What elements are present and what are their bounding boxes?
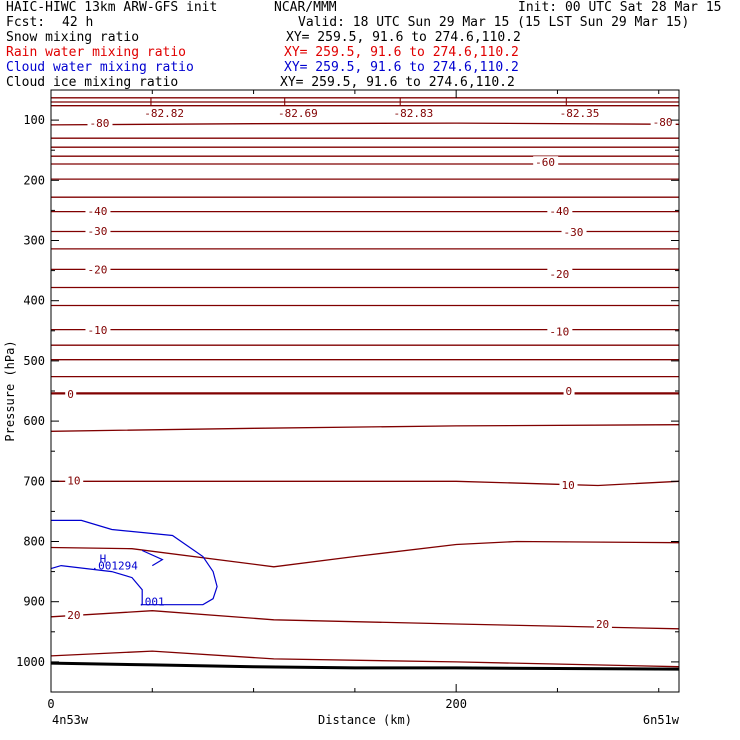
field-cloudwater-xy: XY= 259.5, 91.6 to 274.6,110.2	[284, 60, 519, 75]
contour-label-bg	[85, 224, 111, 236]
low-value: -82.35	[560, 107, 600, 120]
contour-label-bg	[563, 385, 575, 396]
field-cloudwater-name: Cloud water mixing ratio	[6, 60, 194, 75]
y-tick-label: 700	[23, 474, 45, 488]
temperature-contour	[50, 540, 680, 568]
x-tick-label: 0	[47, 697, 54, 711]
low-marker: L	[149, 96, 156, 109]
y-tick-label: 1000	[16, 655, 45, 669]
field-rain-xy: XY= 259.5, 91.6 to 274.6,110.2	[284, 45, 519, 60]
x-axis-label: Distance (km)	[318, 713, 412, 727]
y-axis-label: Pressure (hPa)	[3, 340, 17, 441]
contour-label-bg	[85, 324, 111, 336]
temperature-contour	[50, 122, 680, 126]
contour-label: -20	[549, 268, 569, 281]
low-value: -82.83	[393, 107, 433, 120]
terrain-surface	[50, 661, 680, 671]
temperature-contour	[50, 424, 680, 432]
temperature-contour	[50, 650, 680, 668]
contour-label: 20	[596, 618, 609, 631]
contour-label: 0	[67, 388, 74, 401]
contour-label: -80	[89, 117, 109, 130]
contour-label-bg	[65, 608, 84, 620]
contour-label-bg	[547, 325, 573, 337]
cloud-water-label: H	[100, 552, 107, 565]
contour-label: -40	[549, 205, 569, 218]
low-value: -82.82	[144, 107, 184, 120]
contour-label: -20	[87, 263, 107, 276]
model-title: HAIC-HIWC 13km ARW-GFS init	[6, 0, 218, 15]
contour-label: -60	[535, 156, 555, 169]
contour-label: 10	[67, 475, 80, 488]
contour-label-bg	[650, 115, 676, 127]
contour-label: 0	[566, 385, 573, 398]
contour-label-bg	[85, 263, 111, 275]
field-cloudice-name: Cloud ice mixing ratio	[6, 75, 179, 90]
low-value: -82.69	[278, 107, 318, 120]
field-cloudice-xy: XY= 259.5, 91.6 to 274.6,110.2	[280, 75, 515, 90]
y-tick-label: 600	[23, 414, 45, 428]
y-tick-label: 500	[23, 354, 45, 368]
field-rain-name: Rain water mixing ratio	[6, 45, 187, 60]
contour-label: 10	[562, 479, 575, 492]
cloud-water-contour	[141, 549, 164, 567]
contour-label-bg	[87, 117, 113, 129]
x-end-location: 6n51w	[643, 713, 680, 727]
y-tick-label: 800	[23, 535, 45, 549]
low-marker: L	[398, 96, 405, 109]
forecast-label: Fcst:	[6, 15, 46, 30]
contour-label-bg	[561, 226, 587, 238]
temperature-contour	[50, 610, 680, 630]
cloud-water-label: .001294	[92, 560, 139, 573]
contour-label-bg	[547, 205, 573, 217]
field-snow-name: Snow mixing ratio	[6, 30, 140, 45]
x-tick-label: 200	[445, 697, 467, 711]
contour-label-bg	[65, 388, 77, 400]
contour-label: -30	[87, 225, 107, 238]
contour-label: -30	[564, 226, 584, 239]
contour-label: -10	[549, 325, 569, 338]
contour-label: -40	[87, 205, 107, 218]
y-tick-label: 300	[23, 234, 45, 248]
contour-label: -10	[87, 324, 107, 337]
contour-label-bg	[65, 474, 84, 486]
y-tick-label: 900	[23, 595, 45, 609]
org-label: NCAR/MMM	[274, 0, 337, 15]
contour-label-bg	[533, 156, 559, 168]
y-tick-label: 100	[23, 113, 45, 127]
low-marker: L	[565, 96, 572, 109]
contour-label-bg	[85, 205, 111, 217]
contour-label-bg	[593, 617, 612, 629]
forecast-hours: 42 h	[62, 15, 94, 30]
low-marker: L	[283, 96, 290, 109]
x-start-location: 4n53w	[52, 713, 89, 727]
contour-label-bg	[547, 268, 573, 280]
cloud-water-contour	[50, 519, 218, 606]
contour-label-bg	[559, 478, 578, 490]
init-time: Init: 00 UTC Sat 28 Mar 15	[518, 0, 722, 15]
temperature-contour	[51, 480, 680, 487]
valid-time: Valid: 18 UTC Sun 29 Mar 15 (15 LST Sun …	[298, 15, 690, 30]
field-snow-xy: XY= 259.5, 91.6 to 274.6,110.2	[286, 30, 521, 45]
contour-label: -80	[653, 116, 673, 129]
cloud-water-label: .001	[138, 596, 165, 609]
contour-label: 20	[67, 609, 80, 622]
y-tick-label: 400	[23, 294, 45, 308]
y-tick-label: 200	[23, 173, 45, 187]
